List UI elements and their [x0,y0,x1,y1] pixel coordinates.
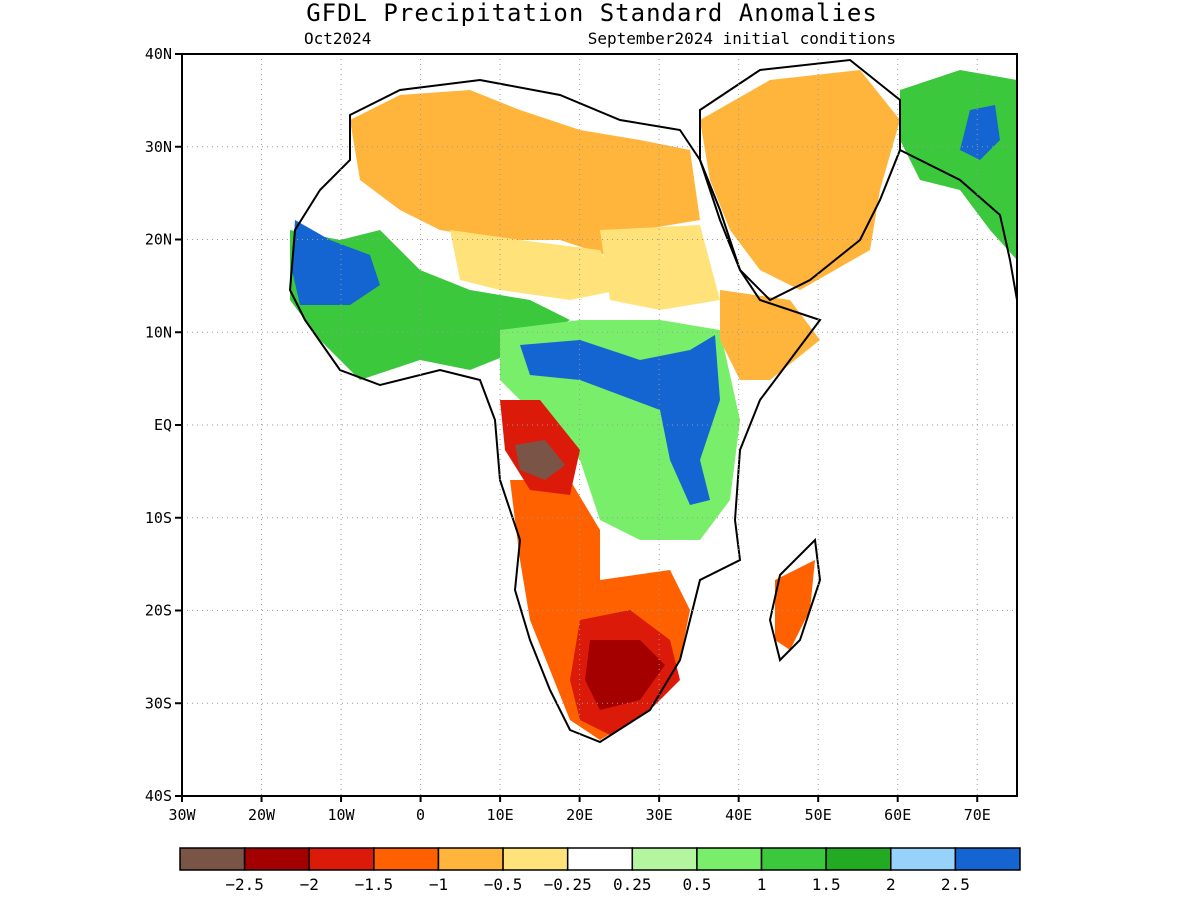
map-title: GFDL Precipitation Standard Anomalies [306,0,878,27]
colorbar-label: 2.5 [941,875,970,894]
colorbar-label: −0.5 [484,875,523,894]
lon-tick-label: 20E [566,806,593,824]
lon-tick-label: 0 [416,806,425,824]
lon-tick-label: 60E [884,806,911,824]
anomaly-sahel-yellow [600,225,720,310]
colorbar-label: −2 [300,875,319,894]
colorbar-swatch [760,847,827,871]
gridlines [182,54,1017,796]
lon-tick-label: 70E [964,806,991,824]
lat-tick-label: 30S [145,694,172,712]
madagascar-coastline [768,537,822,662]
anomaly-arabia-orange [700,70,900,290]
lon-tick-label: 30W [168,806,196,824]
anomaly-west-africa-blue [292,220,380,305]
colorbar-swatch [631,847,698,871]
colorbar-label: −1.5 [355,875,394,894]
colorbar-label: 0.25 [613,875,652,894]
colorbar-swatch [373,847,440,871]
colorbar-label: 1.5 [812,875,841,894]
lon-tick-label: 20W [248,806,276,824]
colorbar-label: 2 [886,875,896,894]
lon-tick-label: 30E [646,806,673,824]
anomaly-sahara-orange [350,90,700,260]
anomaly-iran-blue [960,105,1000,160]
lon-tick-label: 10W [328,806,356,824]
arabia-coastline [699,58,901,302]
map-subtitle-right: September2024 initial conditions [588,29,896,48]
lat-tick-label: 40N [145,45,172,63]
lat-tick-label: EQ [154,416,172,434]
asia-coastline [899,149,1017,301]
colorbar: −2.5 −2 −1.5 −1 −0.5 −0.25 0.25 0.5 1 1.5 2 2.5 [179,847,1021,894]
lat-tick-label: 30N [145,138,172,156]
lat-tick-label: 40S [145,787,172,805]
lon-tick-label: 40E [725,806,752,824]
lat-tick-label: 20N [145,231,172,249]
colorbar-swatch [437,847,504,871]
colorbar-swatch [179,847,246,871]
anomaly-central-blue [520,335,720,505]
map-subtitle-left: Oct2024 [304,29,371,48]
colorbar-swatch [890,847,957,871]
colorbar-label: −0.25 [544,875,592,894]
colorbar-swatch [308,847,375,871]
colorbar-swatch [566,847,634,871]
anomaly-madagascar-orange [775,560,815,650]
anomaly-congo-brown [515,440,565,480]
colorbar-swatch [502,847,569,871]
lon-tick-label: 50E [805,806,832,824]
colorbar-swatch [954,847,1021,871]
lat-tick-label: 20S [145,602,172,620]
colorbar-swatch [825,847,892,871]
colorbar-label: −1 [429,875,448,894]
coastlines [288,58,1017,744]
colorbar-swatch [243,847,310,871]
lon-tick-label: 10E [487,806,514,824]
lat-tick-label: 10N [145,323,172,341]
colorbar-label: 0.5 [682,875,711,894]
lat-tick-label: 10S [145,509,172,527]
anomaly-south-africa-darkred [585,640,665,710]
colorbar-swatch [696,847,763,871]
colorbar-label: −2.5 [225,875,264,894]
anomaly-sahara-light [450,230,620,300]
colorbar-label: 1 [757,875,767,894]
